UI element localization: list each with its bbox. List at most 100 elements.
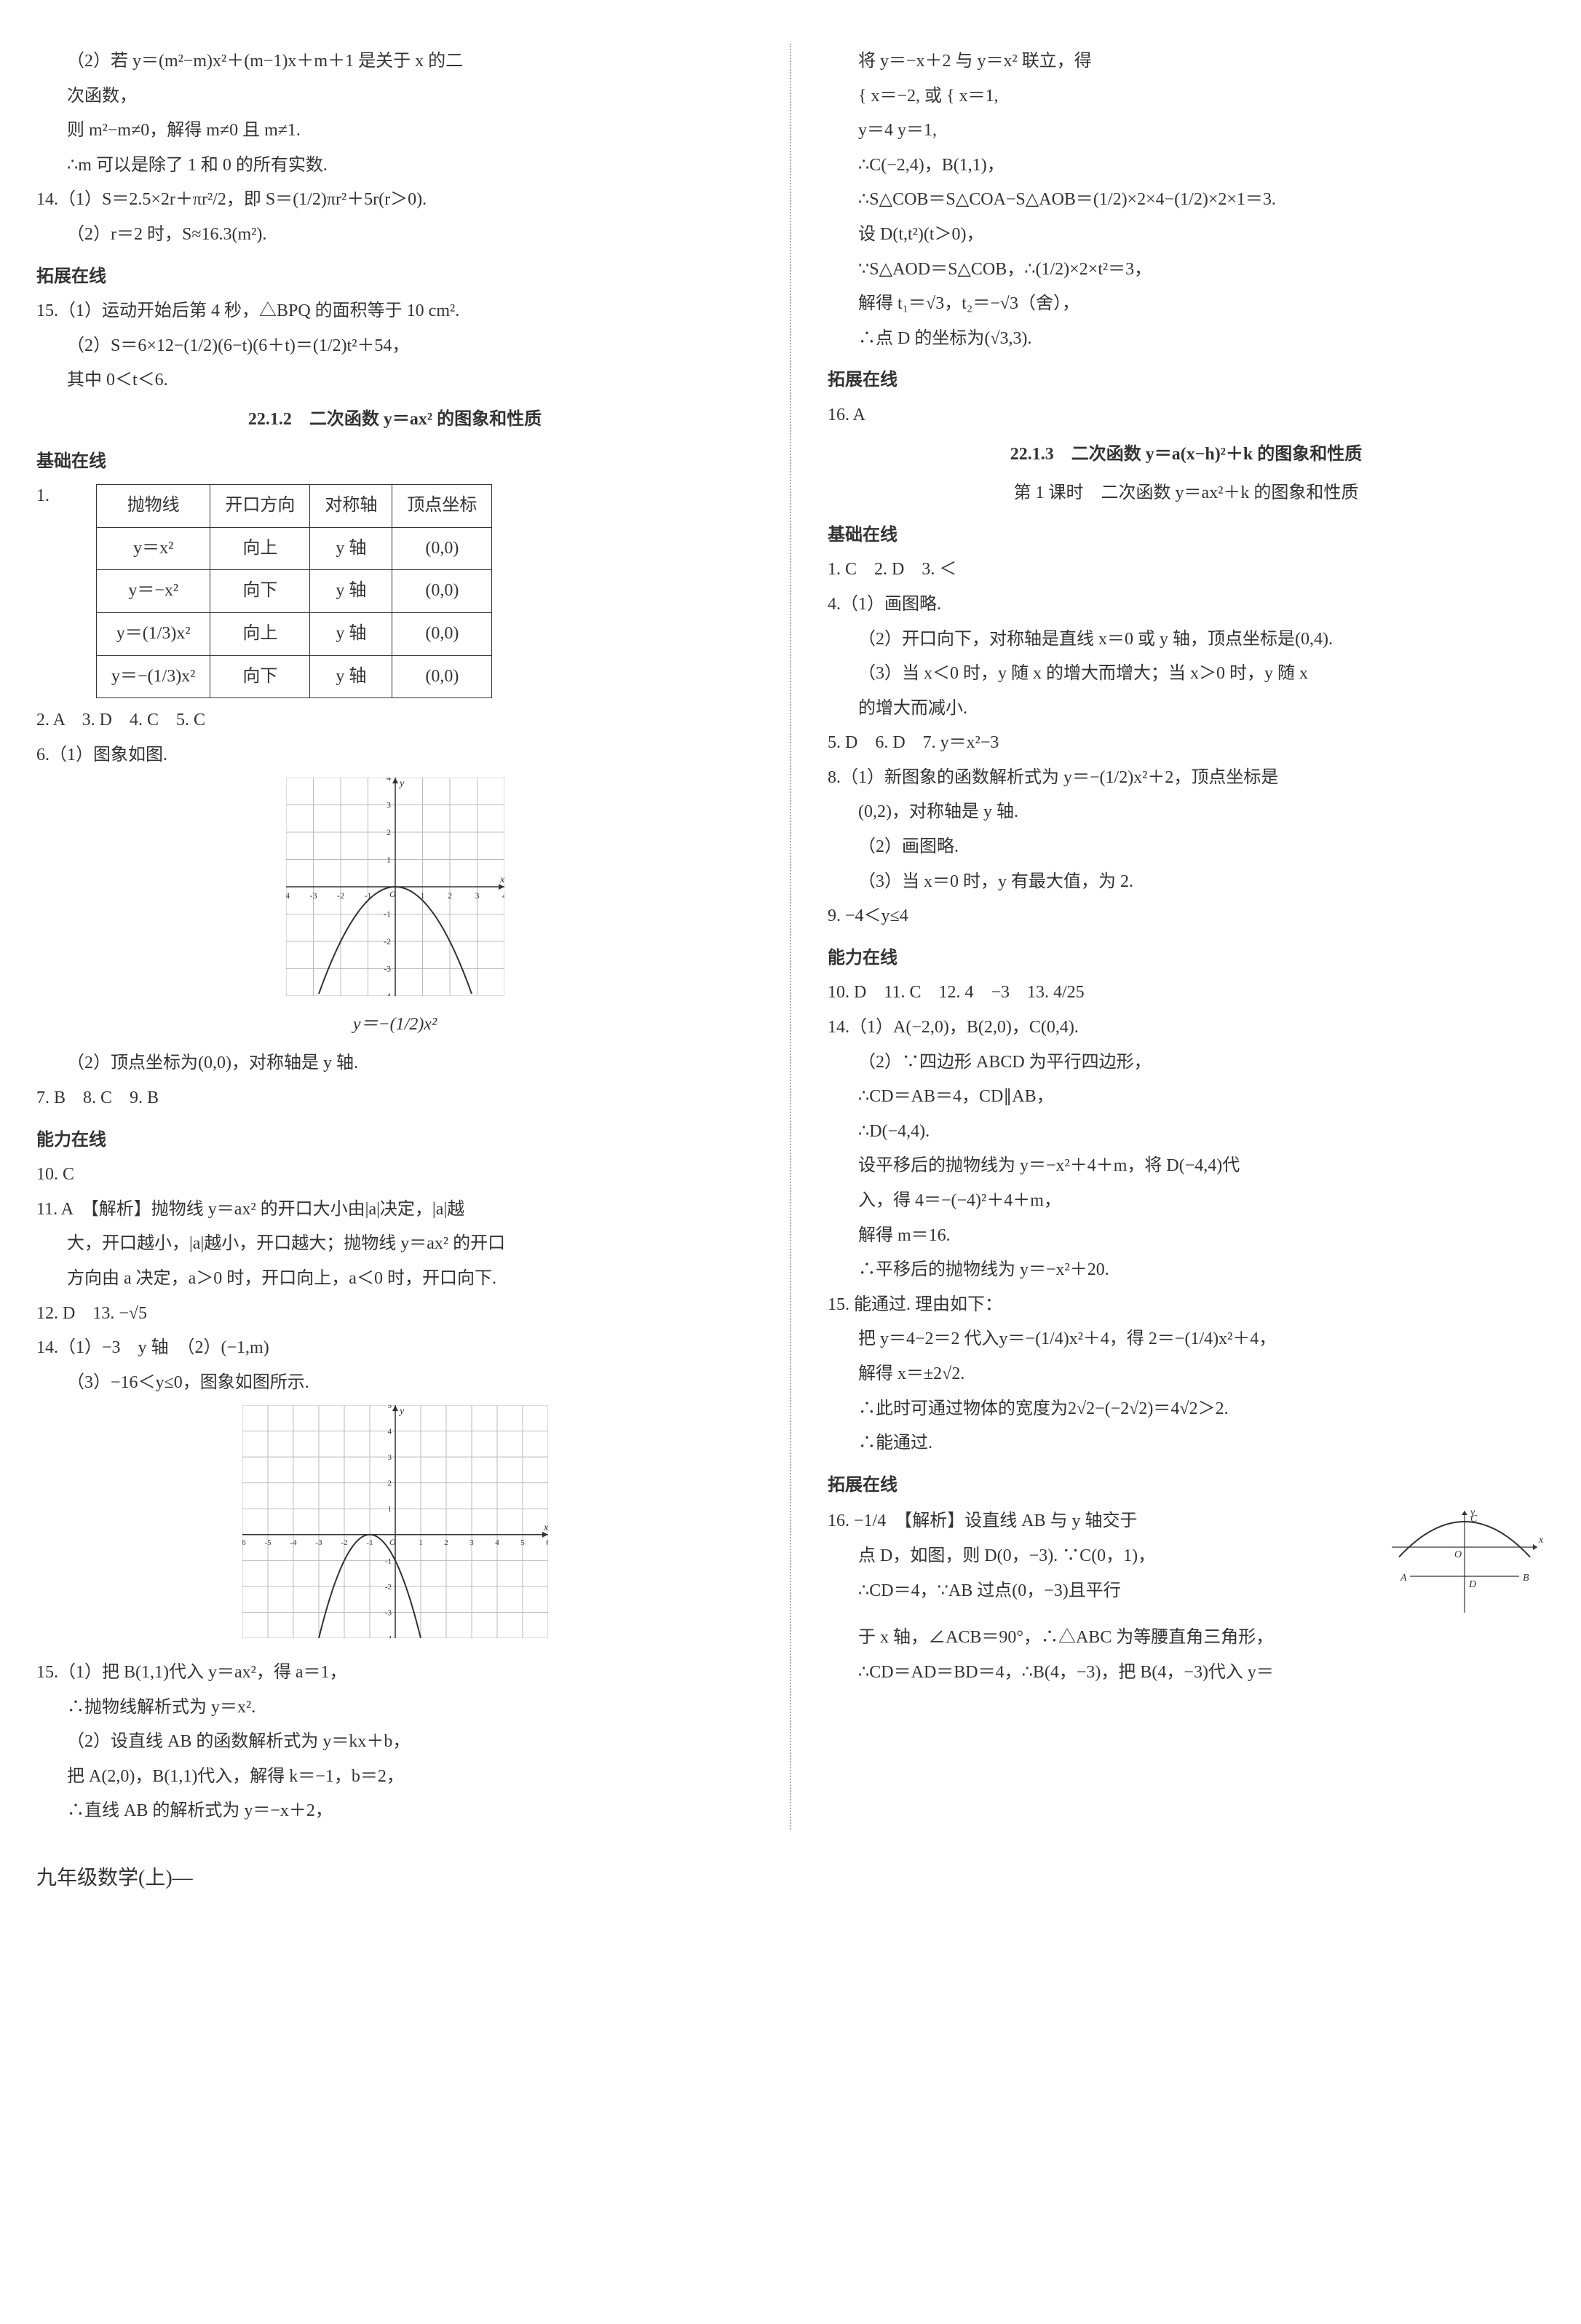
text: 把 y＝4−2＝2 代入y＝−(1/4)x²＋4，得 2＝−(1/4)x²＋4， xyxy=(828,1323,1545,1356)
text: 入，得 4＝−(−4)²＋4＋m， xyxy=(828,1185,1545,1218)
text: { x＝−2, 或 { x＝1, xyxy=(828,80,1545,114)
lesson-heading: 第 1 课时 二次函数 y＝ax²＋k 的图象和性质 xyxy=(828,477,1545,510)
svg-text:x: x xyxy=(543,1522,548,1533)
svg-text:-4: -4 xyxy=(384,991,391,996)
text: 10. C xyxy=(36,1158,753,1192)
table-row: y＝−x² 向下 y 轴 (0,0) xyxy=(97,570,492,613)
section-heading: 基础在线 xyxy=(828,519,1545,553)
left-column: （2）若 y＝(m²−m)x²＋(m−1)x＋m＋1 是关于 x 的二 次函数，… xyxy=(36,44,753,1830)
table-cell: y 轴 xyxy=(310,570,392,613)
graph-1: -4-3-2-11234-4-3-2-11234Oxy y＝−(1/2)x² xyxy=(36,778,753,1041)
svg-text:1: 1 xyxy=(387,855,391,865)
table-cell: y 轴 xyxy=(310,527,392,570)
text: 14.（1）−3 y 轴 （2）(−1,m) xyxy=(36,1332,753,1365)
svg-text:4: 4 xyxy=(387,1428,392,1436)
table-header: 抛物线 xyxy=(97,485,210,528)
table-row: y＝−(1/3)x² 向下 y 轴 (0,0) xyxy=(97,655,492,698)
table-cell: (0,0) xyxy=(392,527,492,570)
text: 则 m²−m≠0，解得 m≠0 且 m≠1. xyxy=(36,114,753,148)
svg-text:x: x xyxy=(1538,1535,1544,1546)
graph-svg: -4-3-2-11234-4-3-2-11234Oxy xyxy=(286,778,504,996)
table-cell: y＝−x² xyxy=(97,570,210,613)
text: ∵S△AOD＝S△COB，∴(1/2)×2×t²＝3， xyxy=(828,253,1545,287)
svg-text:4: 4 xyxy=(495,1538,499,1547)
table-cell: y 轴 xyxy=(310,612,392,655)
text: ∴C(−2,4)，B(1,1)， xyxy=(828,149,1545,183)
text: ∴CD＝AD＝BD＝4，∴B(4，−3)，把 B(4，−3)代入 y＝ xyxy=(828,1656,1545,1690)
text: 10. D 11. C 12. 4 −3 13. 4/25 xyxy=(828,976,1545,1010)
table-cell: 向下 xyxy=(210,655,310,698)
svg-text:-5: -5 xyxy=(264,1538,272,1547)
svg-text:2: 2 xyxy=(448,890,452,901)
text: 次函数， xyxy=(36,80,753,114)
svg-text:y: y xyxy=(398,778,405,789)
subsection-heading: 22.1.2 二次函数 y＝ax² 的图象和性质 xyxy=(36,403,753,437)
table-cell: y＝x² xyxy=(97,527,210,570)
svg-text:y: y xyxy=(1469,1507,1475,1518)
section-heading: 基础在线 xyxy=(36,446,753,479)
svg-text:4: 4 xyxy=(502,890,504,901)
text: 14.（1）A(−2,0)，B(2,0)，C(0,4). xyxy=(828,1011,1545,1045)
text: ∴此时可通过物体的宽度为2√2−(−2√2)＝4√2＞2. xyxy=(828,1393,1545,1426)
text: （2）若 y＝(m²−m)x²＋(m−1)x＋m＋1 是关于 x 的二 xyxy=(36,45,753,79)
text: 5. D 6. D 7. y＝x²−3 xyxy=(828,727,1545,760)
section-heading: 拓展在线 xyxy=(828,1469,1545,1503)
text: 的增大而减小. xyxy=(828,692,1545,726)
text: 15.（1）把 B(1,1)代入 y＝ax²，得 a＝1， xyxy=(36,1656,753,1690)
section-heading: 拓展在线 xyxy=(36,261,753,294)
text: （3）当 x＜0 时，y 随 x 的增大而增大；当 x＞0 时，y 随 x xyxy=(828,657,1545,691)
text: 12. D 13. −√5 xyxy=(36,1297,753,1331)
svg-text:-4: -4 xyxy=(286,890,290,901)
text: （3）当 x＝0 时，y 有最大值，为 2. xyxy=(828,866,1545,899)
text: ∴S△COB＝S△COA−S△AOB＝(1/2)×2×4−(1/2)×2×1＝3… xyxy=(828,183,1545,217)
svg-text:3: 3 xyxy=(469,1538,474,1547)
table-cell: (0,0) xyxy=(392,570,492,613)
text: （2）设直线 AB 的函数解析式为 y＝kx＋b， xyxy=(36,1726,753,1759)
svg-text:-3: -3 xyxy=(384,1609,392,1618)
svg-text:O: O xyxy=(389,889,396,899)
svg-text:6: 6 xyxy=(546,1538,548,1547)
text: 1. C 2. D 3. ＜ xyxy=(828,553,1545,587)
table-cell: (0,0) xyxy=(392,612,492,655)
text: （2）画图略. xyxy=(828,831,1545,864)
text: ∴m 可以是除了 1 和 0 的所有实数. xyxy=(36,149,753,183)
svg-text:5: 5 xyxy=(520,1538,525,1547)
svg-text:A: A xyxy=(1400,1573,1407,1584)
svg-text:2: 2 xyxy=(387,827,391,837)
text: 15. 能通过. 理由如下： xyxy=(828,1289,1545,1322)
svg-text:-3: -3 xyxy=(309,890,317,901)
text: （2）S＝6×12−(1/2)(6−t)(6＋t)＝(1/2)t²＋54， xyxy=(36,330,753,363)
text: ∴能通过. xyxy=(828,1427,1545,1461)
svg-text:x: x xyxy=(499,874,504,885)
svg-text:5: 5 xyxy=(387,1405,392,1410)
section-heading: 能力在线 xyxy=(36,1124,753,1158)
text: （2）∵四边形 ABCD 为平行四边形， xyxy=(828,1046,1545,1080)
text: 大，开口越小，|a|越小，开口越大；抛物线 y＝ax² 的开口 xyxy=(36,1228,753,1261)
text: 6.（1）图象如图. xyxy=(36,739,753,772)
svg-text:4: 4 xyxy=(387,778,391,783)
text: 解得 m＝16. xyxy=(828,1220,1545,1253)
text: 16. A xyxy=(828,399,1545,432)
text: y＝4 y＝1, xyxy=(828,114,1545,148)
column-divider xyxy=(790,44,791,1830)
table-cell: 向上 xyxy=(210,612,310,655)
svg-text:2: 2 xyxy=(444,1538,448,1547)
text: 设平移后的抛物线为 y＝−x²＋4＋m，将 D(−4,4)代 xyxy=(828,1150,1545,1183)
text: 14.（1）S＝2.5×2r＋πr²/2，即 S＝(1/2)πr²＋5r(r＞0… xyxy=(36,183,753,217)
table-cell: 向上 xyxy=(210,527,310,570)
text: ∴D(−4,4). xyxy=(828,1115,1545,1149)
text: 点 D，如图，则 D(0，−3). ∵C(0，1)， xyxy=(828,1540,1376,1573)
text: ∴点 D 的坐标为(√3,3). xyxy=(828,323,1545,356)
svg-text:3: 3 xyxy=(387,800,391,810)
table-cell: y 轴 xyxy=(310,655,392,698)
table-row: y＝x² 向上 y 轴 (0,0) xyxy=(97,527,492,570)
text: 其中 0＜t＜6. xyxy=(36,364,753,398)
text: (0,2)，对称轴是 y 轴. xyxy=(828,796,1545,829)
text: ∴CD＝AB＝4，CD∥AB， xyxy=(828,1080,1545,1114)
graph-svg: -6-5-4-3-2-1123456-4-3-2-112345Oxy xyxy=(242,1405,548,1638)
svg-text:O: O xyxy=(1454,1549,1462,1560)
section-heading: 能力在线 xyxy=(828,942,1545,976)
text: 15.（1）运动开始后第 4 秒，△BPQ 的面积等于 10 cm². xyxy=(36,295,753,328)
svg-text:3: 3 xyxy=(475,890,479,901)
right-column: 将 y＝−x＋2 与 y＝x² 联立，得 { x＝−2, 或 { x＝1, y＝… xyxy=(828,44,1545,1830)
